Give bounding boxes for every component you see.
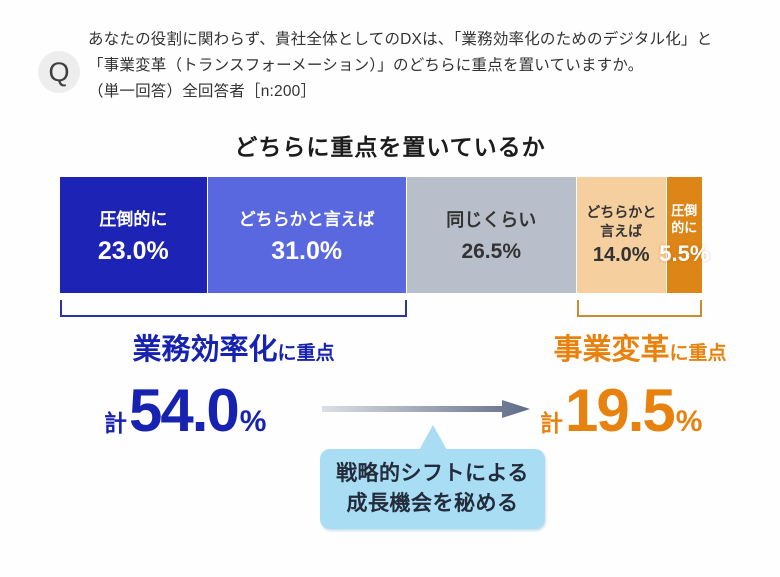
transformation-group-label: 事業変革に重点 xyxy=(540,326,740,368)
stacked-bar: 圧倒的に 23.0% どちらかと言えば 31.0% 同じくらい 26.5% どち… xyxy=(60,177,709,293)
transformation-group-bracket xyxy=(577,300,702,317)
segment-value: 31.0% xyxy=(271,236,343,265)
total-value: 19.5 xyxy=(565,377,676,444)
annotation-line-1: 戦略的シフトによる xyxy=(336,461,529,485)
efficiency-total: 計 54.0 % xyxy=(104,381,266,441)
segment-label: 圧倒的に xyxy=(99,209,168,229)
segment-value: 5.5% xyxy=(659,240,710,266)
bar-segment-somewhat-efficiency: どちらかと言えば 31.0% xyxy=(207,177,407,293)
bar-segment-about-equal: 同じくらい 26.5% xyxy=(406,177,577,293)
segment-value: 26.5% xyxy=(461,240,521,263)
segment-label: どちらかと言えば xyxy=(238,209,375,229)
question-icon: Q xyxy=(38,51,80,93)
segment-label: 圧倒的に xyxy=(671,203,698,235)
total-unit: % xyxy=(675,405,703,438)
bar-segment-somewhat-transformation: どちらかと言えば 14.0% xyxy=(576,177,667,293)
efficiency-group-label: 業務効率化に重点 xyxy=(60,326,407,368)
segment-label: どちらかと言えば xyxy=(586,204,657,239)
segment-label: 同じくらい xyxy=(446,210,537,230)
segment-value: 23.0% xyxy=(97,236,169,265)
total-prefix: 計 xyxy=(104,410,127,436)
bar-segment-overwhelmingly-transformation: 圧倒的に 5.5% xyxy=(659,177,709,293)
question-line-2: 「事業変革（トランスフォーメーション）」のどちらに重点を置いていますか。 xyxy=(88,57,644,74)
bar-segment-overwhelmingly-efficiency: 圧倒的に 23.0% xyxy=(60,177,208,293)
shift-arrow-icon xyxy=(322,400,530,418)
chart-title: どちらに重点を置いているか xyxy=(234,134,546,160)
transformation-total: 計 19.5 % xyxy=(540,381,702,441)
total-value: 54.0 xyxy=(129,377,240,444)
efficiency-group-bracket xyxy=(60,300,407,317)
total-unit: % xyxy=(239,405,267,438)
efficiency-group-name: 業務効率化 xyxy=(132,334,278,366)
transformation-group-suffix: に重点 xyxy=(669,343,727,364)
question-line-1: あなたの役割に関わらず、貴社全体としてのDXは、「業務効率化のためのデジタル化」… xyxy=(88,31,713,48)
annotation-line-2: 成長機会を秘める xyxy=(346,492,519,515)
question-line-3: （単一回答）全回答者［n:200］ xyxy=(88,83,317,100)
efficiency-group-suffix: に重点 xyxy=(277,343,335,364)
total-prefix: 計 xyxy=(540,410,563,436)
annotation-callout: 戦略的シフトによる 成長機会を秘める xyxy=(320,425,545,529)
question-icon-letter: Q xyxy=(48,56,70,87)
transformation-group-name: 事業変革 xyxy=(553,334,670,366)
segment-value: 14.0% xyxy=(592,243,650,266)
question-text: あなたの役割に関わらず、貴社全体としてのDXは、「業務効率化のためのデジタル化」… xyxy=(88,27,753,105)
